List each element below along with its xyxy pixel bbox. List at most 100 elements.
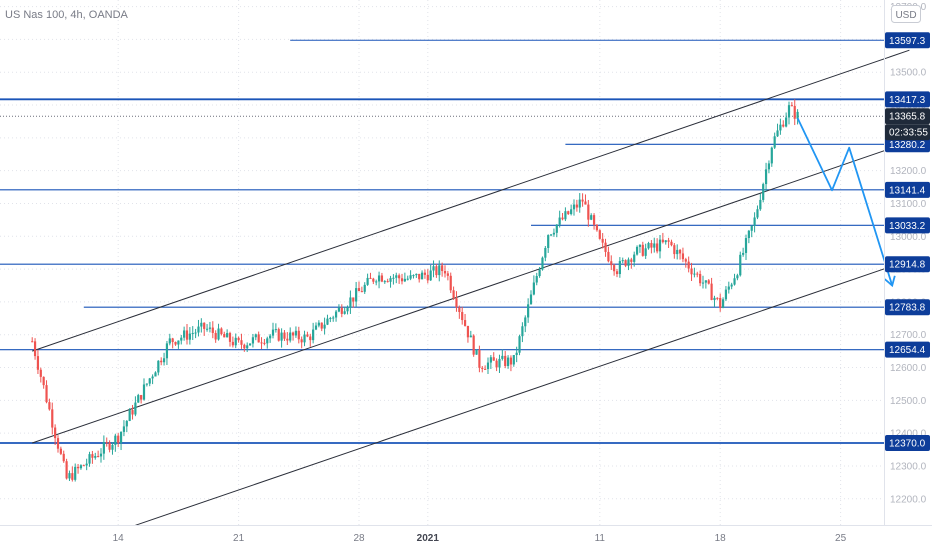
candle xyxy=(779,118,782,135)
candle xyxy=(449,272,452,294)
candle-body xyxy=(117,435,120,443)
candle-body xyxy=(524,317,527,327)
time-tick-label: 11 xyxy=(595,533,606,544)
currency-button[interactable]: USD xyxy=(891,5,921,23)
candle-body xyxy=(177,340,180,345)
candle-body xyxy=(306,334,309,337)
candle-body xyxy=(561,217,564,220)
candle-body xyxy=(478,349,481,368)
last-price-tag-box xyxy=(885,108,930,125)
candle-body xyxy=(782,124,785,127)
candle-body xyxy=(286,338,289,341)
candle xyxy=(183,326,186,341)
candle-body xyxy=(670,241,673,246)
candle xyxy=(119,431,123,451)
candle xyxy=(277,327,280,342)
candle-body xyxy=(45,385,48,403)
candle xyxy=(647,241,650,250)
candle-body xyxy=(208,327,212,329)
candle-body xyxy=(664,240,667,243)
candle xyxy=(538,266,541,278)
candle xyxy=(504,351,507,369)
candle-body xyxy=(509,357,513,365)
candle-body xyxy=(205,328,209,330)
candle-body xyxy=(142,384,146,400)
candle-body xyxy=(466,325,470,338)
candle xyxy=(220,327,223,336)
candle-body xyxy=(274,329,277,331)
price-tag-text: 12654.4 xyxy=(889,345,926,356)
candle-body xyxy=(678,249,682,254)
candle-body xyxy=(544,247,547,258)
candle xyxy=(466,325,470,343)
candle-body xyxy=(145,383,148,385)
candle-body xyxy=(630,259,633,262)
price-tick-label: 12200.0 xyxy=(890,494,927,505)
candle xyxy=(693,267,696,278)
candle-body xyxy=(707,280,710,284)
candle xyxy=(82,464,85,467)
channel-line[interactable] xyxy=(135,259,910,526)
candle-body xyxy=(581,199,584,202)
candle-body xyxy=(234,337,237,346)
candle-body xyxy=(644,248,647,256)
horizontal-levels[interactable] xyxy=(0,39,884,444)
currency-badge-box xyxy=(891,5,921,23)
currency-label: USD xyxy=(895,10,916,21)
candle xyxy=(584,194,587,205)
candle xyxy=(300,336,303,349)
price-tag-box xyxy=(885,181,930,198)
projection-polyline[interactable] xyxy=(796,117,894,286)
candle-body xyxy=(346,307,349,312)
candle xyxy=(426,269,429,284)
candle xyxy=(782,120,785,128)
candle xyxy=(446,270,449,281)
candle xyxy=(604,238,607,257)
candle-body xyxy=(228,333,232,342)
candle-body xyxy=(369,277,372,279)
candle xyxy=(624,259,627,268)
candle-body xyxy=(409,275,412,279)
time-axis[interactable]: 1421282021111825Feb xyxy=(113,533,932,544)
candle-body xyxy=(595,224,599,231)
candle xyxy=(286,332,289,345)
price-tick-label: 13100.0 xyxy=(890,199,927,210)
channel-line[interactable] xyxy=(32,49,910,352)
candle xyxy=(635,245,639,256)
candle-body xyxy=(122,426,126,432)
candle-body xyxy=(635,246,639,255)
candle xyxy=(481,365,484,373)
candle xyxy=(730,282,733,290)
candle xyxy=(165,340,169,365)
candle xyxy=(764,162,768,192)
candle-body xyxy=(337,307,341,312)
projection-path[interactable] xyxy=(796,117,896,288)
candle-body xyxy=(552,232,556,235)
candle-body xyxy=(140,395,143,400)
candle xyxy=(88,451,91,467)
candle-body xyxy=(68,473,71,479)
candle-body xyxy=(105,442,108,444)
candle-body xyxy=(426,274,429,281)
candle-body xyxy=(415,273,418,276)
candle xyxy=(787,101,791,125)
candle-body xyxy=(759,199,762,210)
candle-body xyxy=(257,334,260,343)
candle xyxy=(355,281,358,307)
candle-body xyxy=(243,344,246,349)
candle xyxy=(518,334,521,356)
candle xyxy=(334,309,338,322)
candle-body xyxy=(733,278,736,285)
candle xyxy=(36,349,40,375)
candle-body xyxy=(452,290,455,299)
candle xyxy=(644,243,647,259)
candle-body xyxy=(151,376,154,379)
candle-body xyxy=(641,244,644,256)
candle-body xyxy=(375,281,378,283)
candle xyxy=(217,323,220,341)
candle xyxy=(793,99,796,126)
candle-body xyxy=(484,368,487,370)
candle-body xyxy=(366,277,369,285)
candle xyxy=(704,280,707,289)
